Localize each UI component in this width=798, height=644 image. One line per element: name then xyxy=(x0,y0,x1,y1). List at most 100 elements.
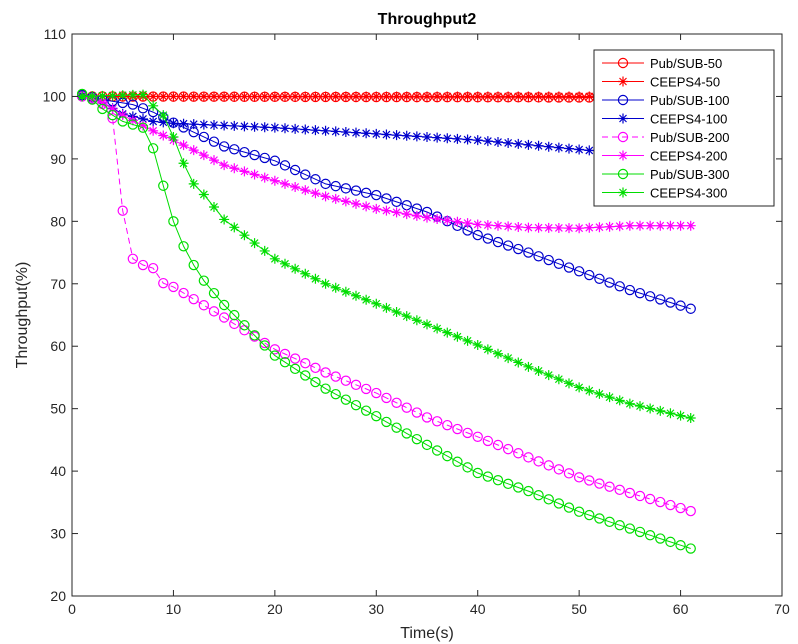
data-point xyxy=(259,91,270,102)
data-point xyxy=(137,259,149,271)
data-point xyxy=(594,222,605,233)
data-point xyxy=(320,191,331,202)
data-point xyxy=(371,189,382,201)
data-point xyxy=(584,145,595,156)
data-point xyxy=(391,307,402,318)
data-point xyxy=(452,456,463,467)
data-point xyxy=(137,122,149,133)
data-point xyxy=(543,460,554,471)
data-point xyxy=(371,387,382,399)
data-point xyxy=(218,299,230,311)
data-point xyxy=(614,221,625,232)
data-point xyxy=(523,361,534,372)
data-point xyxy=(381,416,392,428)
data-point xyxy=(218,312,230,323)
data-point xyxy=(432,91,443,102)
x-tick-label: 20 xyxy=(267,601,283,617)
legend-label: CEEPS4-50 xyxy=(650,75,720,90)
data-point xyxy=(513,357,524,368)
data-point xyxy=(655,496,666,508)
data-point xyxy=(401,130,412,141)
data-point xyxy=(594,388,605,399)
data-point xyxy=(411,91,422,102)
data-point xyxy=(289,363,301,375)
data-point xyxy=(624,398,635,409)
data-point xyxy=(442,450,453,462)
data-point xyxy=(452,216,463,227)
data-point xyxy=(675,300,686,311)
data-point xyxy=(553,222,564,233)
data-point xyxy=(360,405,372,416)
data-point xyxy=(249,169,260,180)
data-point xyxy=(269,344,281,355)
data-point xyxy=(259,172,270,183)
data-point xyxy=(533,251,544,262)
data-point xyxy=(381,129,392,140)
data-point xyxy=(219,214,230,225)
data-point xyxy=(229,309,240,321)
data-point xyxy=(138,89,148,100)
data-point xyxy=(422,212,432,223)
x-tick-label: 40 xyxy=(470,601,486,617)
data-point xyxy=(482,471,494,482)
data-point xyxy=(492,439,504,451)
data-point xyxy=(148,91,159,102)
data-point xyxy=(401,428,412,439)
data-point xyxy=(249,238,260,249)
data-point xyxy=(188,91,199,102)
data-point xyxy=(269,122,280,133)
data-point xyxy=(300,91,311,102)
data-point xyxy=(289,353,301,364)
data-point xyxy=(462,462,473,473)
data-point xyxy=(655,294,666,305)
legend-marker xyxy=(618,76,628,87)
data-point xyxy=(665,297,676,308)
data-point xyxy=(107,109,118,121)
data-point xyxy=(685,303,696,314)
data-point xyxy=(310,376,321,388)
data-point xyxy=(411,407,423,418)
data-point xyxy=(340,394,352,405)
data-point xyxy=(310,273,321,284)
data-point xyxy=(158,130,169,141)
data-point xyxy=(421,412,433,423)
series-layer xyxy=(76,88,696,554)
data-point xyxy=(513,243,524,255)
data-point xyxy=(533,490,544,501)
data-point xyxy=(77,91,88,102)
data-point xyxy=(533,456,544,467)
legend-marker xyxy=(618,150,628,161)
x-tick-label: 10 xyxy=(166,601,182,617)
data-point xyxy=(290,91,301,102)
data-point xyxy=(279,357,291,368)
data-point xyxy=(350,185,362,196)
data-point xyxy=(340,196,351,207)
data-point xyxy=(229,144,240,155)
data-point xyxy=(421,439,433,451)
x-tick-label: 60 xyxy=(673,601,689,617)
data-point xyxy=(148,125,159,136)
legend-marker xyxy=(618,113,628,124)
data-point xyxy=(158,117,169,128)
data-point xyxy=(564,91,574,102)
data-point xyxy=(523,485,534,497)
data-point xyxy=(178,287,189,299)
data-point xyxy=(310,362,321,374)
series-line xyxy=(81,95,691,512)
data-point xyxy=(249,91,260,102)
data-point xyxy=(584,222,595,233)
data-point xyxy=(360,187,372,199)
data-point xyxy=(452,91,463,102)
data-point xyxy=(543,91,554,102)
series-line xyxy=(81,93,691,549)
legend-entry: Pub/SUB-200 xyxy=(602,130,730,145)
data-point xyxy=(685,413,696,424)
data-point xyxy=(381,302,392,313)
data-point xyxy=(320,278,331,289)
data-point xyxy=(614,484,625,496)
data-point xyxy=(361,128,372,139)
data-point xyxy=(340,91,351,102)
y-tick-label: 70 xyxy=(50,276,66,292)
data-point xyxy=(411,131,422,142)
